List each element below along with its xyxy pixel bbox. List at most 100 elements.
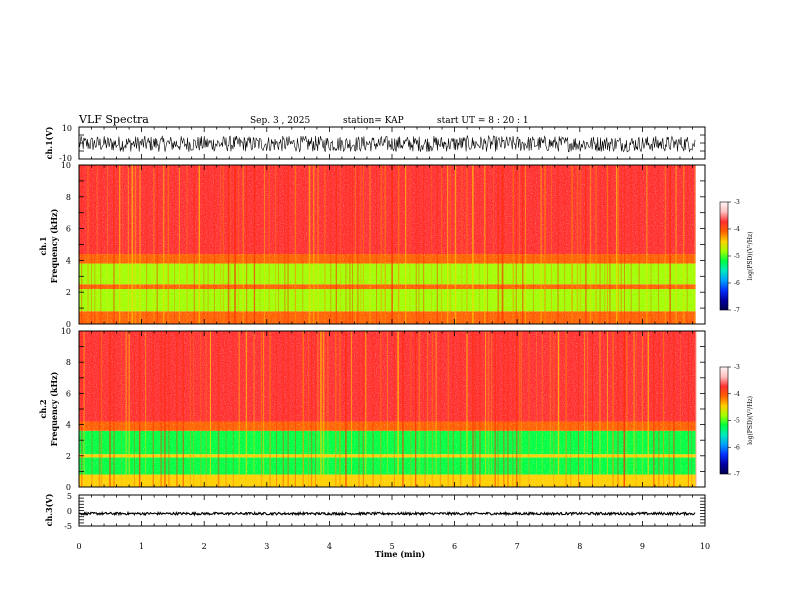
time-axis-label: Time (min) xyxy=(375,549,425,559)
impulse-streak xyxy=(540,165,542,324)
time-tick-label: 5 xyxy=(389,542,394,551)
time-tick-label: 9 xyxy=(640,542,645,551)
impulse-streak xyxy=(91,165,92,324)
impulse-streak xyxy=(633,331,635,487)
impulse-streak xyxy=(673,331,675,487)
impulse-streak xyxy=(213,165,215,324)
spectrogram-texture xyxy=(79,165,696,324)
ch3-waveform-panel xyxy=(78,494,706,527)
time-tick-label: 4 xyxy=(327,542,332,551)
impulse-streak xyxy=(200,331,202,487)
impulse-streak xyxy=(405,165,407,324)
impulse-streak xyxy=(384,165,386,324)
impulse-streak xyxy=(544,165,546,324)
impulse-streak xyxy=(484,165,486,324)
impulse-streak xyxy=(393,331,395,487)
impulse-streak xyxy=(501,165,504,324)
impulse-streak xyxy=(478,165,480,324)
impulse-streak xyxy=(276,331,277,487)
impulse-streak xyxy=(424,331,426,487)
impulse-streak xyxy=(167,165,169,324)
impulse-streak xyxy=(308,165,311,324)
impulse-streak xyxy=(599,331,601,487)
impulse-streak xyxy=(472,331,474,487)
impulse-streak xyxy=(203,165,205,324)
frequency-tick-label: 10 xyxy=(61,327,71,336)
impulse-streak xyxy=(503,331,505,487)
impulse-streak xyxy=(587,331,588,487)
impulse-streak xyxy=(324,165,326,324)
impulse-streak xyxy=(133,331,135,487)
colorbar-gradient-bar xyxy=(719,366,729,475)
impulse-streak xyxy=(576,165,579,324)
impulse-streak xyxy=(571,165,573,324)
impulse-streak xyxy=(139,165,141,324)
impulse-streak xyxy=(302,165,304,324)
impulse-streak xyxy=(604,165,606,324)
impulse-streak xyxy=(675,165,677,324)
impulse-streak xyxy=(174,165,175,324)
impulse-streak xyxy=(658,165,659,324)
impulse-streak xyxy=(253,165,256,324)
impulse-streak xyxy=(315,331,316,487)
impulse-streak xyxy=(541,331,543,487)
figure-title: VLF Spectra xyxy=(78,113,149,126)
impulse-streak xyxy=(335,165,337,324)
time-tick-label: 10 xyxy=(700,542,710,551)
impulse-streak xyxy=(186,165,188,324)
impulse-streak xyxy=(98,331,101,487)
header-station: station= KAP xyxy=(343,116,404,126)
impulse-streak xyxy=(635,331,637,487)
impulse-streak xyxy=(612,331,614,487)
time-tick-label: 1 xyxy=(139,542,144,551)
impulse-streak xyxy=(322,331,325,487)
frequency-tick-label: 10 xyxy=(61,161,71,170)
impulse-streak xyxy=(479,331,481,487)
impulse-streak xyxy=(515,331,518,487)
impulse-streak xyxy=(87,165,89,324)
frequency-tick-label: 8 xyxy=(66,358,71,367)
impulse-streak xyxy=(415,331,417,487)
impulse-streak xyxy=(687,331,689,487)
impulse-streak xyxy=(609,165,611,324)
impulse-streak xyxy=(365,331,367,487)
impulse-streak xyxy=(380,165,383,324)
impulse-streak xyxy=(330,165,332,324)
impulse-streak xyxy=(302,331,304,487)
impulse-streak xyxy=(474,331,477,487)
impulse-streak xyxy=(427,331,429,487)
impulse-streak xyxy=(128,331,130,487)
impulse-streak xyxy=(282,331,284,487)
impulse-streak xyxy=(234,165,236,324)
impulse-streak xyxy=(222,165,224,324)
impulse-streak xyxy=(466,331,468,487)
impulse-streak xyxy=(160,331,162,487)
impulse-streak xyxy=(317,331,319,487)
impulse-streak xyxy=(310,331,313,487)
impulse-streak xyxy=(369,165,371,324)
impulse-streak xyxy=(497,165,500,324)
impulse-streak xyxy=(595,165,597,324)
impulse-streak xyxy=(287,165,289,324)
impulse-streak xyxy=(253,331,255,487)
impulse-streak xyxy=(313,165,315,324)
ch1-frequency-label: Frequency (kHz) xyxy=(49,208,59,283)
frequency-tick-label: 2 xyxy=(66,288,71,297)
header-date: Sep. 3 , 2025 xyxy=(250,116,310,126)
colorbar-gradient-bar xyxy=(719,201,729,311)
impulse-streak xyxy=(494,331,496,487)
impulse-streak xyxy=(647,331,649,487)
impulse-streak xyxy=(217,331,220,487)
impulse-streak xyxy=(380,331,382,487)
impulse-streak xyxy=(512,165,514,324)
impulse-streak xyxy=(176,331,178,487)
impulse-streak xyxy=(119,165,121,324)
impulse-streak xyxy=(182,331,184,487)
impulse-streak xyxy=(259,165,261,324)
impulse-streak xyxy=(109,331,111,487)
ch2-spectrogram-label: ch.2 xyxy=(38,399,48,418)
impulse-streak xyxy=(691,331,693,487)
impulse-streak xyxy=(663,331,665,487)
ch1-frequency-ticks: 0 2 4 6 8 10 xyxy=(61,161,71,329)
impulse-streak xyxy=(650,165,652,324)
